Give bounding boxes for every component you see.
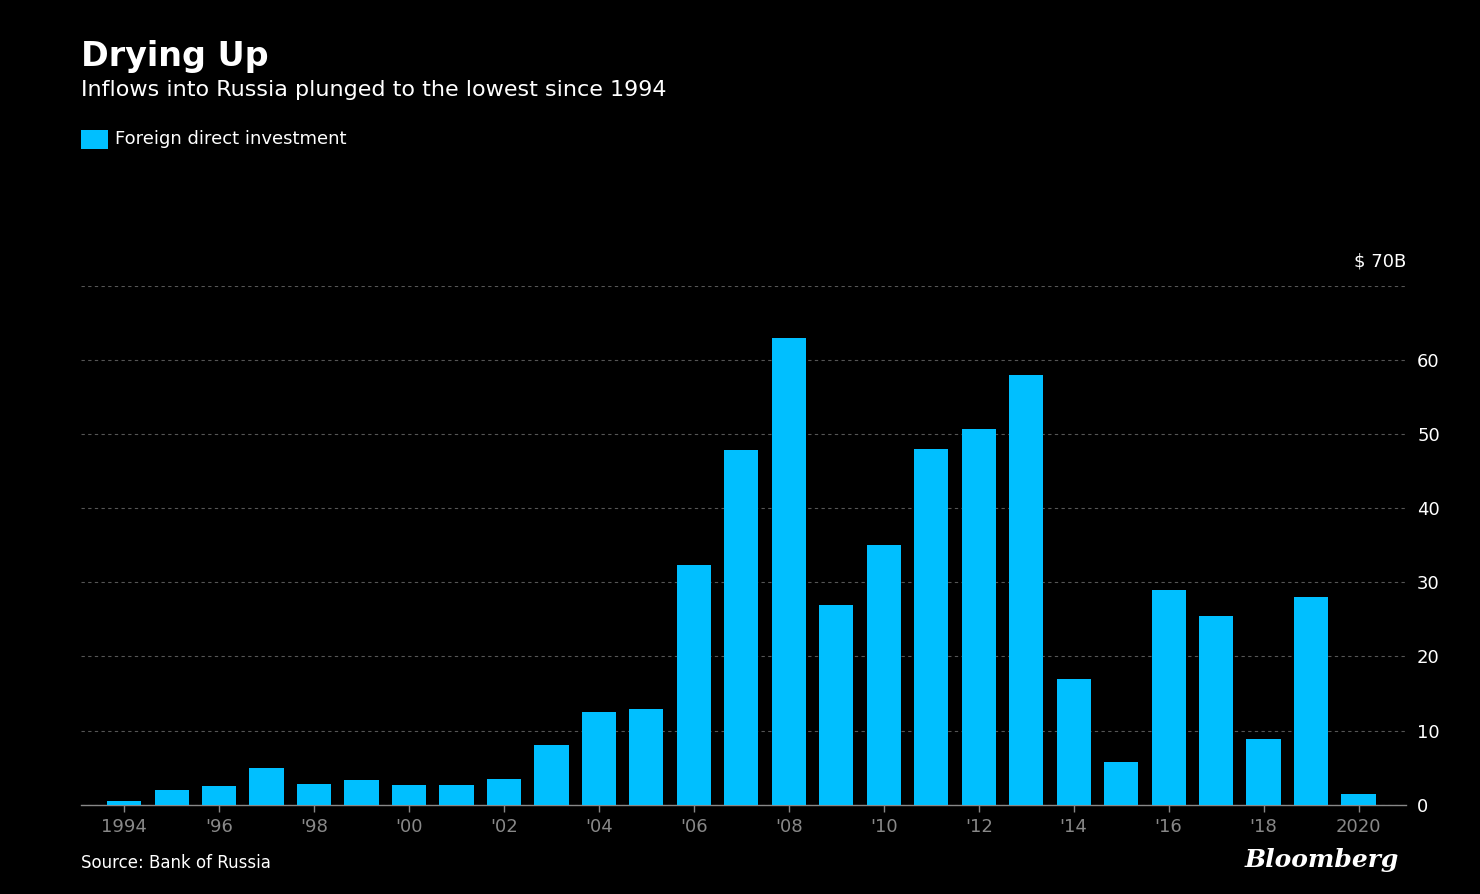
Bar xyxy=(201,786,237,805)
Bar xyxy=(1246,739,1280,805)
Text: Foreign direct investment: Foreign direct investment xyxy=(115,130,346,148)
Bar xyxy=(345,780,379,805)
Bar xyxy=(1199,616,1233,805)
Bar xyxy=(1009,375,1043,805)
Text: Source: Bank of Russia: Source: Bank of Russia xyxy=(81,854,271,872)
Bar xyxy=(1057,679,1091,805)
Bar xyxy=(297,784,332,805)
Bar xyxy=(867,545,901,805)
Text: Drying Up: Drying Up xyxy=(81,40,269,73)
Bar xyxy=(1104,762,1138,805)
Bar xyxy=(392,785,426,805)
Text: Inflows into Russia plunged to the lowest since 1994: Inflows into Russia plunged to the lowes… xyxy=(81,80,667,100)
Bar xyxy=(629,709,663,805)
Bar xyxy=(771,338,807,805)
Bar xyxy=(820,604,854,805)
Bar xyxy=(534,746,568,805)
Bar xyxy=(154,789,188,805)
Text: $ 70B: $ 70B xyxy=(1354,252,1406,271)
Bar xyxy=(724,450,758,805)
Bar xyxy=(582,712,616,805)
Bar xyxy=(1341,794,1375,805)
Bar xyxy=(1151,590,1185,805)
Bar xyxy=(250,768,284,805)
Bar xyxy=(440,785,474,805)
Bar xyxy=(962,429,996,805)
Text: Bloomberg: Bloomberg xyxy=(1245,848,1399,872)
Bar xyxy=(676,565,710,805)
Bar xyxy=(915,449,949,805)
Bar xyxy=(1294,597,1328,805)
Bar xyxy=(487,779,521,805)
Bar xyxy=(107,801,141,805)
